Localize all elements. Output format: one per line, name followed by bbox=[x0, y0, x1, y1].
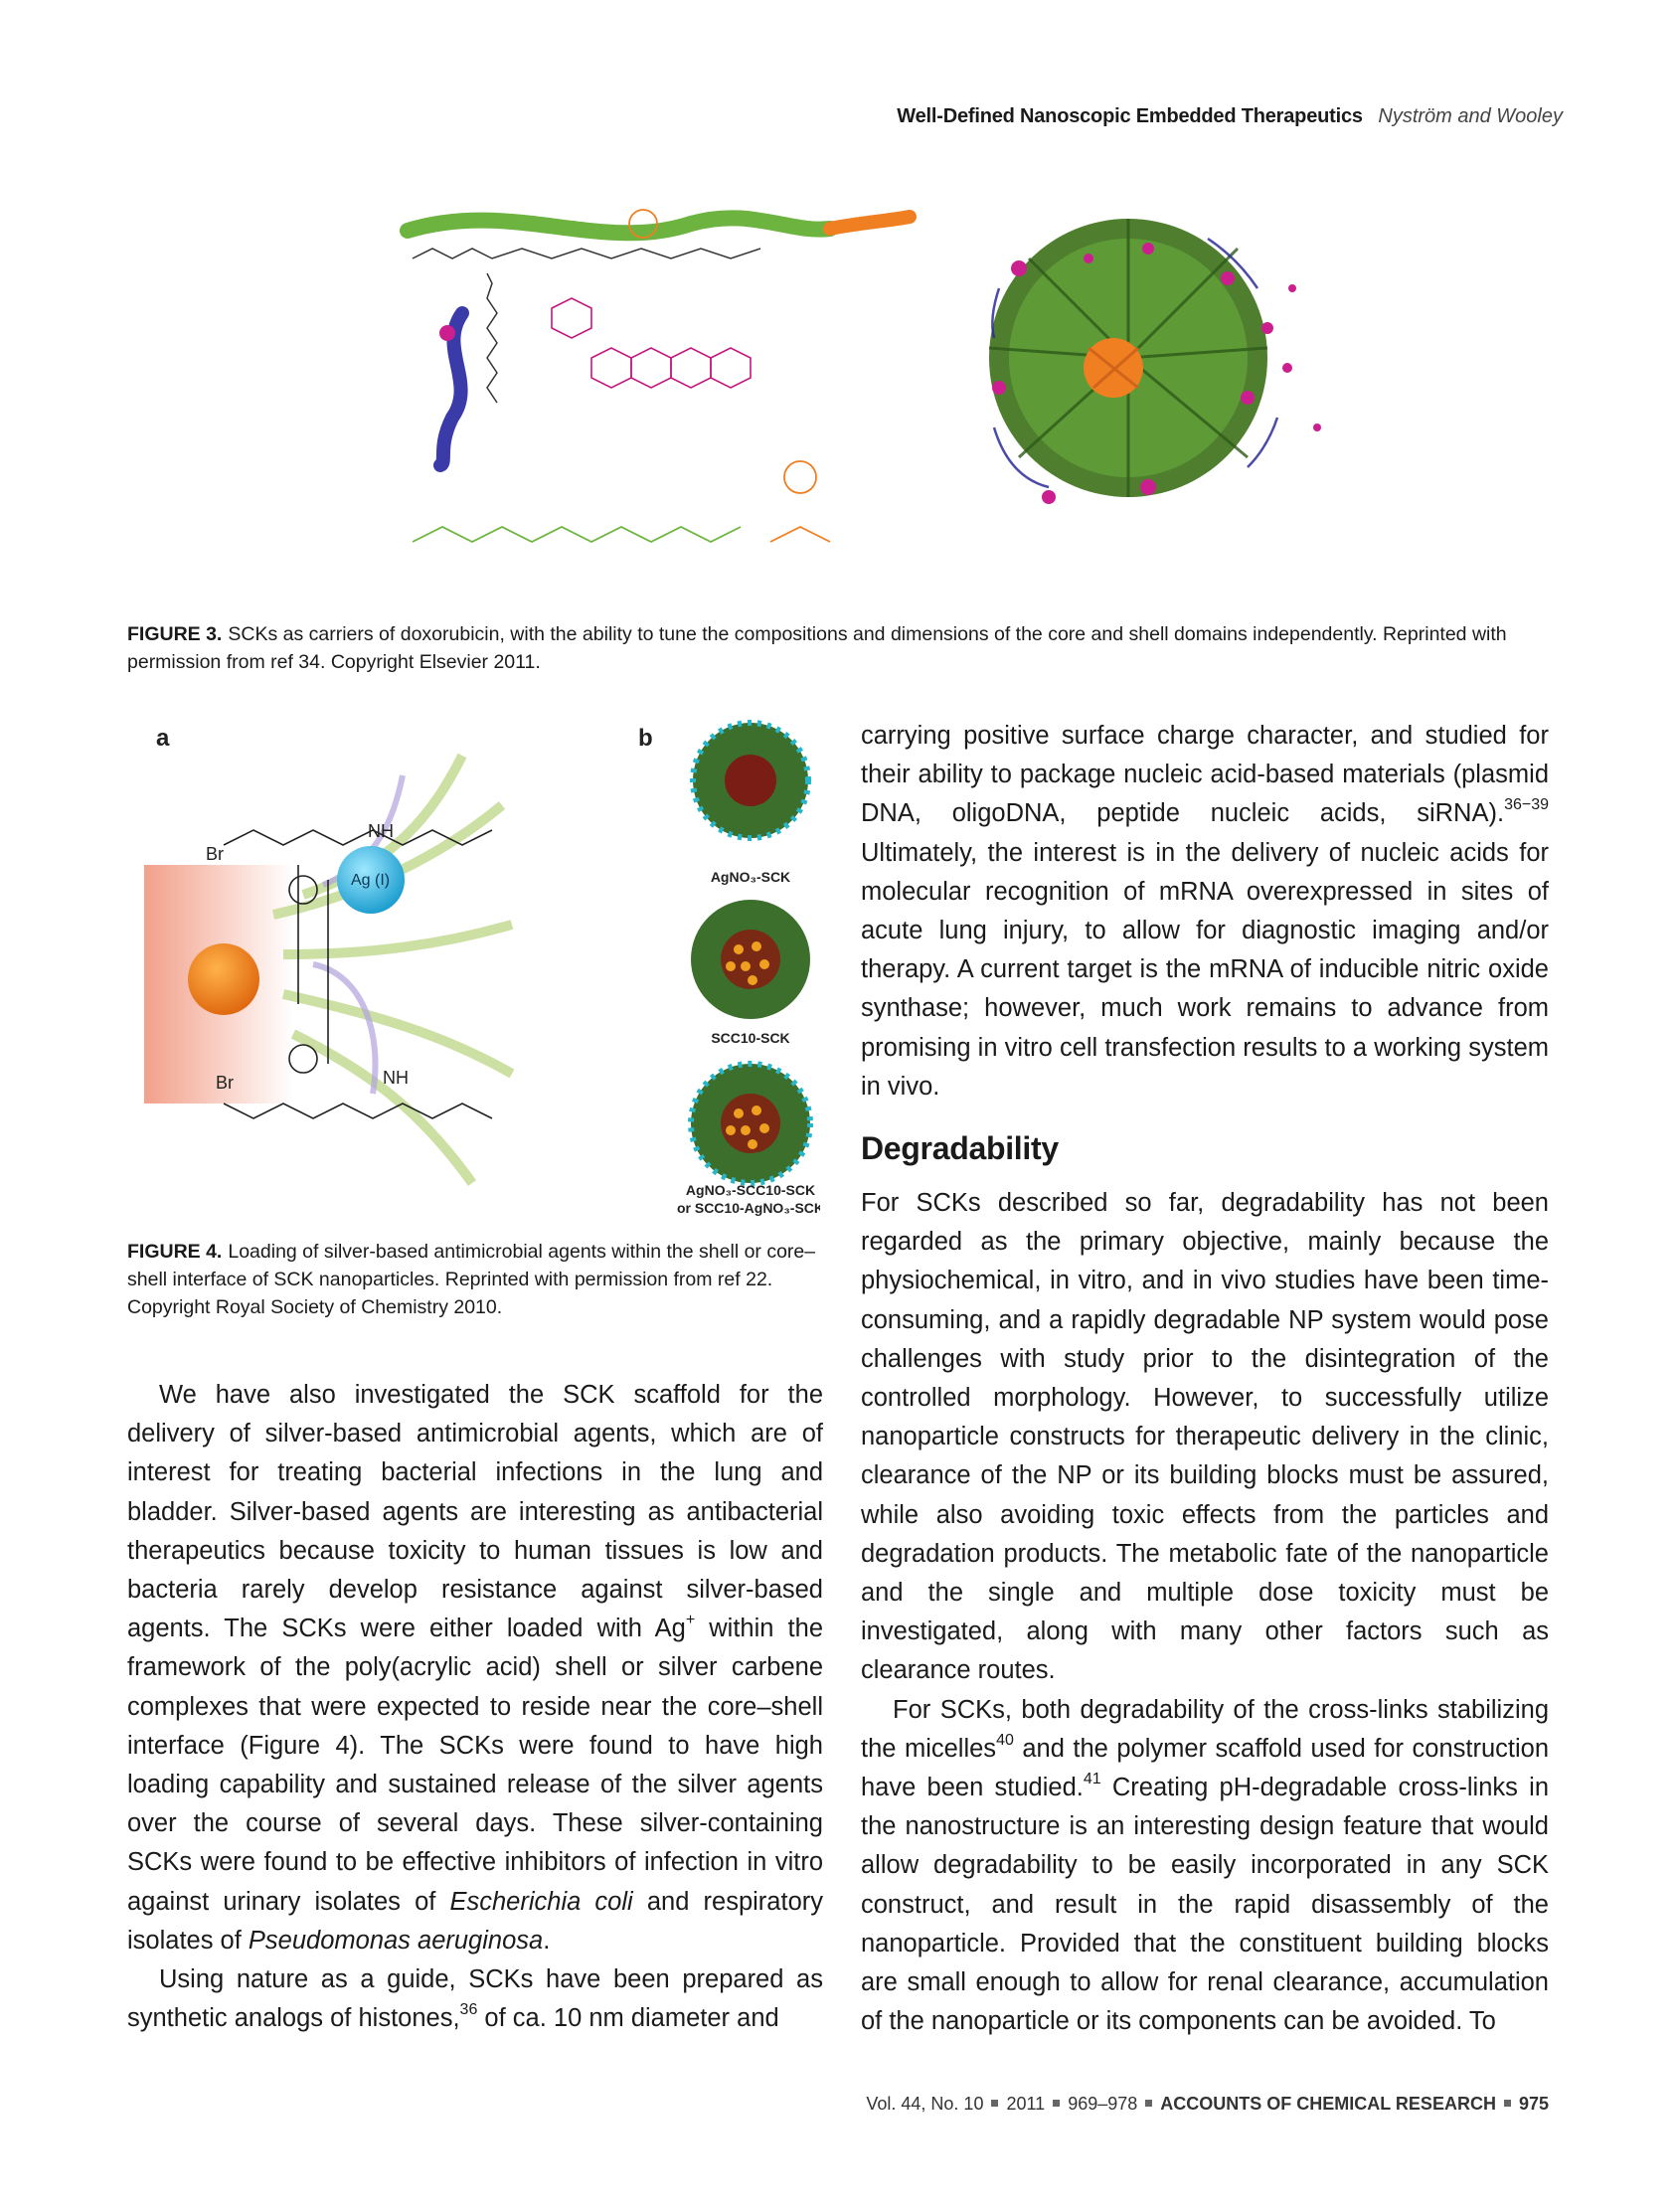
fig4-np-label-4: or SCC10-AgNO₃-SCK bbox=[677, 1200, 820, 1216]
fig3-dox-sphere bbox=[439, 325, 455, 341]
fig4-np-label-1: AgNO₃-SCK bbox=[711, 869, 790, 885]
fig3-structure-bottom bbox=[412, 525, 742, 544]
running-head-authors: Nyström and Wooley bbox=[1378, 105, 1563, 127]
footer-volume: Vol. 44, No. 10 bbox=[866, 2094, 984, 2114]
right-column-top: carrying positive surface charge charact… bbox=[861, 717, 1549, 1106]
fig4-nh-top: NH bbox=[368, 821, 394, 841]
fig4-np-label-2: SCC10-SCK bbox=[711, 1030, 789, 1046]
fig4-np-3 bbox=[688, 1061, 813, 1186]
footer-page-number: 975 bbox=[1518, 2094, 1549, 2114]
left-paragraph-1: We have also investigated the SCK scaffo… bbox=[127, 1381, 824, 1955]
figure4-illustration: a Ag (I) Br Br NH NH b AgNO₃-SCK SCC10-S… bbox=[144, 720, 820, 1216]
fig3-green-polymer-top bbox=[400, 210, 838, 242]
section-title-degradability: Degradability bbox=[861, 1130, 1059, 1166]
right-paragraph-1: carrying positive surface charge charact… bbox=[861, 722, 1549, 1101]
footer-year: 2011 bbox=[1006, 2094, 1046, 2114]
fig4-panel-b: b bbox=[638, 725, 653, 752]
fig4-carbene-sphere bbox=[188, 943, 259, 1015]
fig4-shell-strands bbox=[271, 753, 515, 1186]
fig3-structure-top bbox=[412, 248, 761, 404]
fig4-np-1 bbox=[690, 720, 811, 841]
fig4-br-bottom: Br bbox=[216, 1073, 234, 1093]
fig3-orange-polymer-top bbox=[823, 210, 917, 236]
figure3-label: FIGURE 3. bbox=[127, 623, 223, 645]
fig3-blue-peg-chain bbox=[433, 306, 469, 472]
figure3-caption-text: SCKs as carriers of doxorubicin, with th… bbox=[127, 623, 1507, 673]
figure4-caption: FIGURE 4. Loading of silver-based antimic… bbox=[127, 1238, 823, 1321]
fig4-np-2 bbox=[691, 900, 810, 1019]
figure3-caption: FIGURE 3. SCKs as carriers of doxorubicin… bbox=[127, 620, 1564, 676]
fig4-br-top: Br bbox=[206, 844, 224, 864]
fig4-panel-a: a bbox=[156, 725, 170, 752]
fig4-np-label-3: AgNO₃-SCC10-SCK bbox=[686, 1182, 815, 1198]
right-paragraph-2: For SCKs described so far, degradability… bbox=[861, 1189, 1549, 1685]
right-paragraph-3: For SCKs, both degradability of the cros… bbox=[861, 1695, 1549, 2036]
fig3-doxorubicin bbox=[551, 297, 752, 389]
fig4-ag-sphere bbox=[337, 846, 405, 914]
running-head-title: Well-Defined Nanoscopic Embedded Therape… bbox=[897, 105, 1363, 127]
footer-journal: ACCOUNTS OF CHEMICAL RESEARCH bbox=[1160, 2094, 1496, 2114]
fig4-ag-label: Ag (I) bbox=[351, 872, 390, 889]
fig4-chemical-structure bbox=[223, 829, 493, 1119]
right-column-bottom: For SCKs described so far, degradability… bbox=[861, 1184, 1549, 2041]
figure4-label: FIGURE 4. bbox=[127, 1241, 223, 1263]
footer-pages: 969–978 bbox=[1068, 2094, 1138, 2114]
left-paragraph-2: Using nature as a guide, SCKs have been … bbox=[127, 1965, 823, 2033]
running-head: Well-Defined Nanoscopic Embedded Therape… bbox=[897, 105, 1563, 128]
figure3-illustration bbox=[400, 209, 1321, 544]
left-column: We have also investigated the SCK scaffo… bbox=[127, 1376, 823, 2038]
fig3-sck-nanoparticle bbox=[988, 219, 1321, 504]
figure4-caption-text: Loading of silver-based antimicrobial ag… bbox=[127, 1241, 816, 1318]
page-footer: Vol. 44, No. 10 2011 969–978 ACCOUNTS OF CH… bbox=[866, 2094, 1549, 2115]
fig4-nh-bottom: NH bbox=[383, 1068, 409, 1088]
